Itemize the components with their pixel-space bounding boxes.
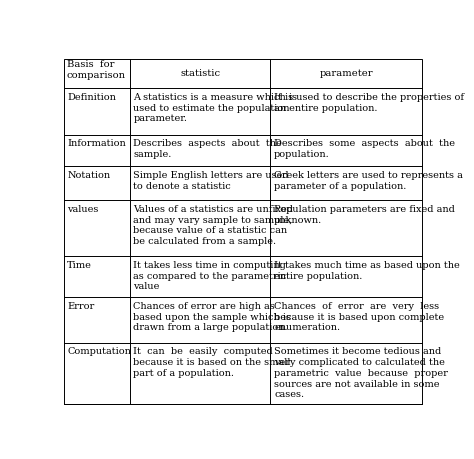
Text: Describes  aspects  about  the
sample.: Describes aspects about the sample. [134, 140, 282, 159]
Text: Computation: Computation [67, 347, 131, 356]
Text: Describes  some  aspects  about  the
population.: Describes some aspects about the populat… [274, 140, 455, 159]
Text: Time: Time [67, 261, 92, 270]
Text: It takes much time as based upon the
entire population.: It takes much time as based upon the ent… [274, 261, 460, 280]
Text: Error: Error [67, 302, 95, 311]
Text: Greek letters are used to represents a
parameter of a population.: Greek letters are used to represents a p… [274, 171, 463, 190]
Text: statistic: statistic [180, 69, 220, 78]
Text: Notation: Notation [67, 171, 110, 180]
Text: Information: Information [67, 140, 126, 148]
Text: It takes less time in computing
as compared to the parametric
value: It takes less time in computing as compa… [134, 261, 287, 291]
Text: Chances of error are high as
based upon the sample which is
drawn from a large p: Chances of error are high as based upon … [134, 302, 292, 332]
Text: Simple English letters are used
to denote a statistic: Simple English letters are used to denot… [134, 171, 289, 190]
Text: values: values [67, 205, 99, 214]
Text: Basis  for
comparison: Basis for comparison [66, 61, 126, 80]
Text: parameter: parameter [319, 69, 373, 78]
Text: A statistics is a measure which is
used to estimate the population
parameter.: A statistics is a measure which is used … [134, 93, 298, 123]
Text: Chances  of  error  are  very  less
because it is based upon complete
enumeratio: Chances of error are very less because i… [274, 302, 444, 332]
Text: It  can  be  easily  computed
because it is based on the small
part of a populat: It can be easily computed because it is … [134, 347, 291, 378]
Text: Definition: Definition [67, 93, 116, 102]
Text: It is used to describe the properties of
an entire population.: It is used to describe the properties of… [274, 93, 464, 112]
Text: Sometimes it become tedious and
very complicated to calculated the
parametric  v: Sometimes it become tedious and very com… [274, 347, 448, 399]
Text: Values of a statistics are unfixed
and may vary sample to sample,
because value : Values of a statistics are unfixed and m… [134, 205, 293, 246]
Text: Population parameters are fixed and
unknown.: Population parameters are fixed and unkn… [274, 205, 455, 225]
